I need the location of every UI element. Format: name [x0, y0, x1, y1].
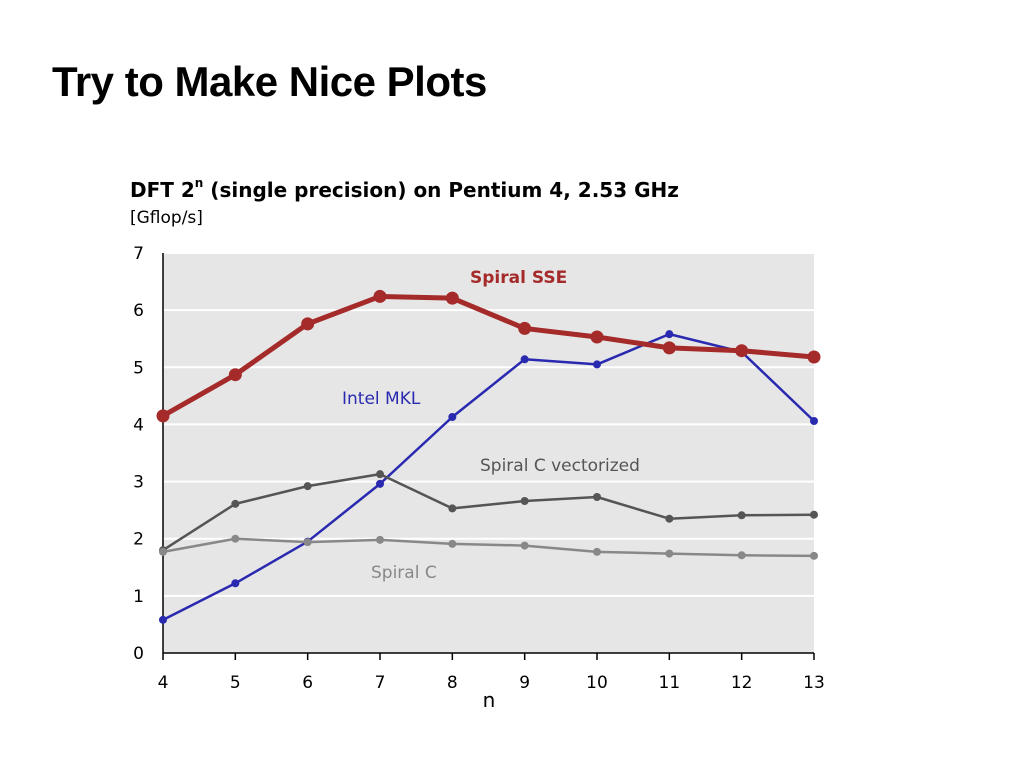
x-axis-title: n [483, 688, 496, 712]
x-tick-label: 13 [803, 673, 825, 693]
data-point [593, 493, 601, 501]
data-point [448, 539, 457, 548]
x-tick-label: 7 [375, 673, 386, 693]
data-point [376, 535, 384, 544]
data-point [737, 511, 746, 520]
series-spiral-c [159, 534, 818, 560]
x-tick-label: 8 [447, 673, 458, 693]
data-point [301, 317, 315, 331]
data-point [159, 547, 167, 556]
y-tick-label: 4 [133, 415, 144, 435]
y-tick-label: 3 [133, 473, 144, 493]
x-tick-label: 12 [731, 673, 753, 693]
x-tick-label: 5 [230, 673, 241, 693]
slide-title: Try to Make Nice Plots [52, 58, 487, 105]
data-point [520, 497, 529, 505]
data-point [445, 291, 459, 305]
series-line-spiral-sse [161, 293, 815, 419]
data-point [665, 330, 674, 339]
data-point [156, 409, 170, 423]
x-tick-label: 6 [302, 673, 313, 693]
data-point [231, 499, 240, 508]
y-tick-label: 1 [133, 587, 144, 607]
series-line-spiral-c [162, 537, 815, 558]
series-line-intel-mkl [162, 332, 815, 621]
series-label-spiral-sse: Spiral SSE [470, 268, 567, 288]
data-point [159, 615, 167, 624]
data-point [231, 579, 240, 588]
series-label-intel-mkl: Intel MKL [342, 389, 421, 409]
data-point [735, 344, 749, 358]
data-point [448, 504, 457, 513]
data-point [376, 470, 384, 479]
plot-area [163, 253, 814, 653]
data-point [303, 482, 312, 491]
data-point [665, 549, 674, 558]
grid-lines [163, 252, 814, 597]
data-point [228, 368, 242, 382]
data-point [807, 350, 821, 364]
series-spiral-sse [156, 289, 821, 423]
data-point [810, 510, 818, 519]
data-point [520, 541, 529, 550]
data-point [590, 330, 604, 344]
data-point [810, 417, 818, 425]
x-tick-label: 9 [519, 673, 530, 693]
y-tick-label: 0 [133, 644, 144, 664]
chart-title-superscript: n [194, 176, 204, 190]
y-tick-label: 7 [133, 244, 144, 264]
series-layer [156, 289, 821, 624]
data-point [737, 551, 746, 560]
data-point [373, 289, 387, 303]
data-point [448, 413, 457, 421]
data-point [662, 341, 676, 355]
x-tick-label: 11 [659, 673, 681, 693]
data-point [810, 551, 818, 560]
data-point [665, 514, 674, 523]
y-tick-label: 5 [133, 358, 144, 378]
series-label-spiral-c-vectorized: Spiral C vectorized [480, 456, 640, 476]
x-tick-label: 4 [158, 673, 169, 693]
series-label-spiral-c: Spiral C [371, 563, 437, 583]
data-point [376, 479, 384, 488]
x-tick-label: 10 [586, 673, 608, 693]
series-line-spiral-c-vectorized [162, 472, 815, 552]
data-point [231, 534, 240, 543]
data-point [518, 321, 532, 335]
series-labels: Spiral SSE Intel MKL Spiral C vectorized Sp… [342, 268, 640, 583]
data-point [593, 360, 601, 369]
chart-title-rest: (single precision) on Pentium 4, 2.53 GH… [203, 178, 679, 202]
data-point [593, 547, 601, 556]
y-tick-label: 6 [133, 301, 144, 321]
data-point [303, 538, 312, 547]
chart-title: DFT 2n (single precision) on Pentium 4, … [130, 176, 679, 202]
chart-title-main: DFT 2 [130, 178, 195, 202]
y-tick-label: 2 [133, 530, 144, 550]
chart-units: [Gflop/s] [130, 208, 203, 228]
data-point [520, 355, 529, 364]
